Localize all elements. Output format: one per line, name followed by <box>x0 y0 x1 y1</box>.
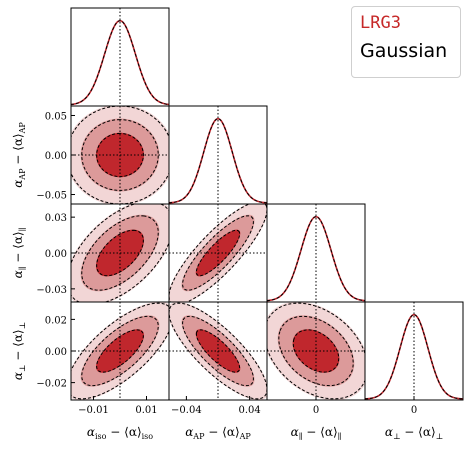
yaxis-label-perp: α⊥ − ⟨α⟩⊥ <box>11 322 27 380</box>
gaussian-contour-iso-par-2sigma <box>81 215 159 291</box>
xtick-label-perp-0: 0 <box>411 405 417 416</box>
xtick-label-iso-0: −0.01 <box>78 405 109 416</box>
xtick-label-iso-1: 0.01 <box>135 405 157 416</box>
gaussian-contour-par-perp-1sigma <box>292 329 340 373</box>
ytick-label-AP-1: 0.00 <box>45 151 67 162</box>
marginal-gaussian-AP <box>169 118 267 204</box>
gaussian-contour-iso-par-1sigma <box>96 229 144 277</box>
xtick-label-par-0: 0 <box>313 405 319 416</box>
ytick-label-AP-0: −0.05 <box>36 191 67 202</box>
gaussian-contour-AP-par-2sigma <box>182 215 254 291</box>
gaussian-contour-AP-perp-3sigma <box>169 302 267 400</box>
legend-label-lrg3: LRG3 <box>360 13 401 33</box>
gaussian-contour-AP-perp-2sigma <box>182 315 254 387</box>
xaxis-label-AP: αAP − ⟨α⟩AP <box>185 425 251 441</box>
gaussian-contour-iso-perp-3sigma <box>71 302 169 400</box>
gaussian-contour-AP-par-3sigma <box>169 204 267 302</box>
yaxis-label-par: α∥ − ⟨α⟩∥ <box>11 228 27 279</box>
marginal-gaussian-par <box>267 216 365 302</box>
ytick-label-perp-2: 0.02 <box>45 315 67 326</box>
legend-box: LRG3 Gaussian <box>351 6 461 78</box>
gaussian-contour-iso-perp-2sigma <box>81 315 159 387</box>
xaxis-label-iso: αiso − ⟨α⟩iso <box>87 425 153 441</box>
legend-label-gaussian: Gaussian <box>360 40 448 62</box>
xtick-label-AP-1: 0.04 <box>238 405 260 416</box>
marginal-gaussian-perp <box>365 314 463 400</box>
xaxis-label-par: α∥ − ⟨α⟩∥ <box>291 425 342 441</box>
marginal-gaussian-iso <box>71 20 169 105</box>
xtick-label-AP-0: −0.04 <box>171 405 202 416</box>
ytick-label-par-0: −0.03 <box>36 285 67 296</box>
xaxis-label-perp: α⊥ − ⟨α⟩⊥ <box>385 425 443 441</box>
ytick-label-perp-1: 0.00 <box>45 347 67 358</box>
gaussian-contour-iso-AP-3sigma <box>71 106 169 204</box>
yaxis-label-AP: αAP − ⟨α⟩AP <box>11 122 27 188</box>
gaussian-contour-iso-par-3sigma <box>71 204 169 302</box>
gaussian-contour-AP-par-1sigma <box>195 229 241 277</box>
ytick-label-par-1: 0.00 <box>45 249 67 260</box>
gaussian-contour-par-perp-3sigma <box>267 302 365 400</box>
gaussian-contour-par-perp-2sigma <box>278 315 354 387</box>
gaussian-contour-iso-perp-1sigma <box>96 329 144 373</box>
ytick-label-perp-0: −0.02 <box>36 379 67 390</box>
ytick-label-par-2: 0.03 <box>45 213 67 224</box>
ytick-label-AP-2: 0.05 <box>45 111 67 122</box>
